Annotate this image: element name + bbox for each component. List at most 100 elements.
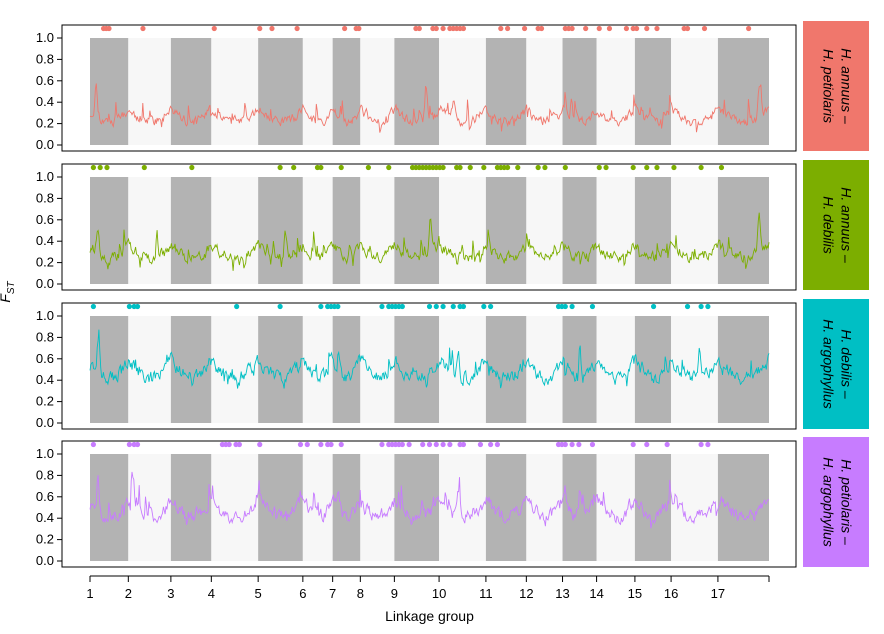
outlier-dot	[104, 164, 110, 171]
y-axis-title-sub: ST	[6, 280, 17, 294]
outlier-dot	[338, 164, 344, 171]
outlier-dot	[498, 25, 504, 32]
y-tick-label: 0.8	[36, 51, 54, 66]
y-tick-label: 1.0	[36, 30, 54, 45]
outlier-dot	[562, 441, 568, 448]
y-tick-label: 0.6	[36, 212, 54, 227]
outlier-dot	[297, 441, 304, 448]
outlier-dot	[562, 303, 568, 310]
lg-block-15	[634, 177, 672, 284]
outlier-dot	[644, 441, 650, 448]
strip-background	[803, 437, 869, 567]
panel-3: 0.0 0.2 0.4 0.6 0.8 1.0 H. debilis –H. argophy…	[36, 299, 869, 430]
y-tick-label: 0.6	[36, 73, 54, 88]
outlier-dot	[481, 303, 487, 310]
outlier-dot	[698, 303, 704, 310]
x-axis-title: Linkage group	[385, 608, 474, 624]
lg-block-5	[258, 316, 303, 423]
lg-block-3	[170, 38, 212, 145]
panel-1: 0.0 0.2 0.4 0.6 0.8 1.0 H. annuus –H. petiolar…	[36, 21, 869, 152]
strip-label-line: H. debilis –	[838, 329, 854, 398]
outlier-dot	[630, 441, 636, 448]
outlier-dot	[379, 441, 385, 448]
lg-block-14	[596, 454, 635, 561]
x-tick-label: 5	[255, 586, 262, 601]
comparison-strip: H. debilis –H. argophyllus	[803, 299, 869, 429]
y-tick-label: 1.0	[36, 446, 54, 461]
outlier-dot	[338, 441, 344, 448]
outlier-dot	[684, 303, 691, 310]
x-tick-label: 3	[167, 586, 174, 601]
lg-block-14	[596, 38, 635, 145]
outlier-dot	[440, 441, 446, 448]
outlier-dot	[460, 441, 467, 448]
strip-label-line: H. argophyllus	[820, 457, 836, 547]
outlier-dot	[328, 441, 334, 448]
lg-block-17	[717, 177, 769, 284]
y-tick-label: 0.2	[36, 116, 54, 131]
outlier-dot	[569, 25, 575, 32]
lg-block-8	[360, 38, 395, 145]
outlier-dot	[701, 25, 708, 32]
outlier-dot	[386, 164, 392, 171]
x-tick-label: 14	[589, 586, 603, 601]
lg-block-16	[671, 38, 718, 145]
lg-block-16	[671, 454, 718, 561]
lg-block-5	[258, 454, 303, 561]
outlier-dot	[644, 164, 650, 171]
outlier-dot	[654, 164, 660, 171]
x-tick-label: 13	[555, 586, 569, 601]
outlier-dot	[671, 164, 677, 171]
x-tick-label: 17	[711, 586, 725, 601]
outlier-dot	[654, 25, 660, 32]
x-tick-label: 16	[664, 586, 678, 601]
y-tick-label: 0.8	[36, 329, 54, 344]
outlier-dot	[90, 164, 96, 171]
lg-block-4	[211, 177, 259, 284]
y-tick-label: 0.6	[36, 489, 54, 504]
lg-block-6	[302, 177, 333, 284]
outlier-dot	[488, 303, 494, 310]
strip-background	[803, 299, 869, 429]
y-tick-label: 0.0	[36, 415, 54, 430]
outlier-dot	[433, 303, 439, 310]
lg-block-1	[90, 177, 129, 284]
lg-block-2	[128, 38, 171, 145]
outlier-dot	[589, 441, 596, 448]
outlier-dot	[234, 303, 240, 310]
panel-2: 0.0 0.2 0.4 0.6 0.8 1.0 H. annuus –H. debilis	[36, 160, 869, 291]
outlier-dot	[426, 441, 433, 448]
outlier-dot	[664, 441, 670, 448]
y-tick-label: 0.2	[36, 394, 54, 409]
outlier-dot	[562, 164, 568, 171]
outlier-dot	[379, 303, 385, 310]
lg-block-11	[485, 38, 527, 145]
outlier-dot	[447, 441, 453, 448]
comparison-strip: H. annuus –H. debilis	[803, 160, 869, 290]
x-tick-label: 7	[329, 586, 336, 601]
outlier-dot	[426, 303, 433, 310]
outlier-dot	[277, 164, 283, 171]
x-tick-label: 15	[628, 586, 642, 601]
outlier-dot	[304, 441, 310, 448]
outlier-dot	[569, 441, 575, 448]
fst-line	[89, 212, 770, 271]
lg-block-15	[634, 38, 672, 145]
lg-block-17	[717, 38, 769, 145]
lg-block-1	[90, 38, 129, 145]
outlier-dot	[318, 303, 324, 310]
lg-block-9	[394, 177, 440, 284]
y-tick-label: 0.0	[36, 553, 54, 568]
outlier-dot	[106, 25, 112, 32]
outlier-dot	[481, 164, 487, 171]
outlier-dot	[356, 25, 362, 32]
outlier-dot	[433, 25, 439, 32]
outlier-dot	[606, 25, 613, 32]
lg-block-15	[634, 454, 672, 561]
outlier-dot	[399, 441, 405, 448]
outlier-dot	[365, 164, 371, 171]
lg-block-9	[394, 38, 440, 145]
strip-label-line: H. annuus –	[838, 187, 854, 263]
outlier-dot	[140, 25, 146, 32]
outlier-dot	[134, 303, 141, 310]
